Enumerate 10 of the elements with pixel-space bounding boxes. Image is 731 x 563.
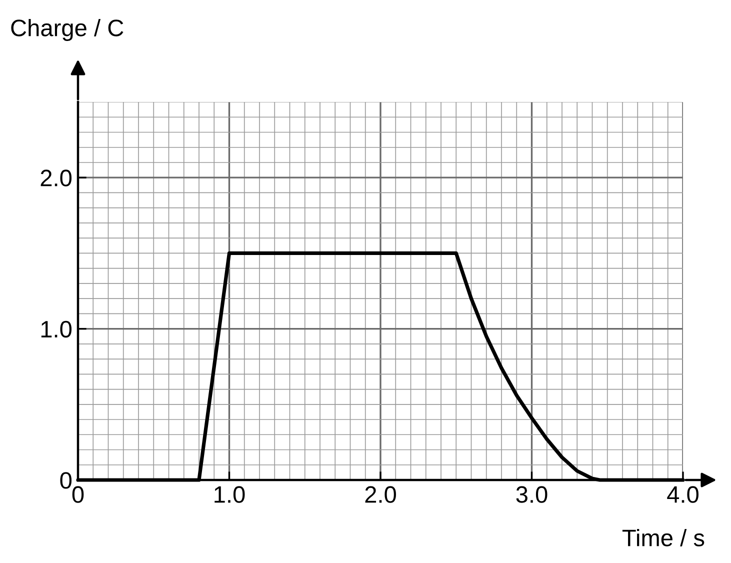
- x-tick-label: 0: [72, 486, 84, 503]
- x-axis-title: Time / s: [622, 528, 704, 546]
- x-tick-label: 2.0: [365, 486, 396, 503]
- y-tick-label: 1.0: [41, 320, 72, 338]
- y-tick-label: 2.0: [40, 170, 72, 186]
- y-axis-title: Charge / C: [11, 18, 124, 42]
- x-tick-label: 1.0: [214, 486, 245, 503]
- y-tick-label: 0: [60, 472, 72, 489]
- x-tick-label: 3.0: [516, 486, 548, 503]
- x-tick-label: 4.0: [667, 486, 698, 503]
